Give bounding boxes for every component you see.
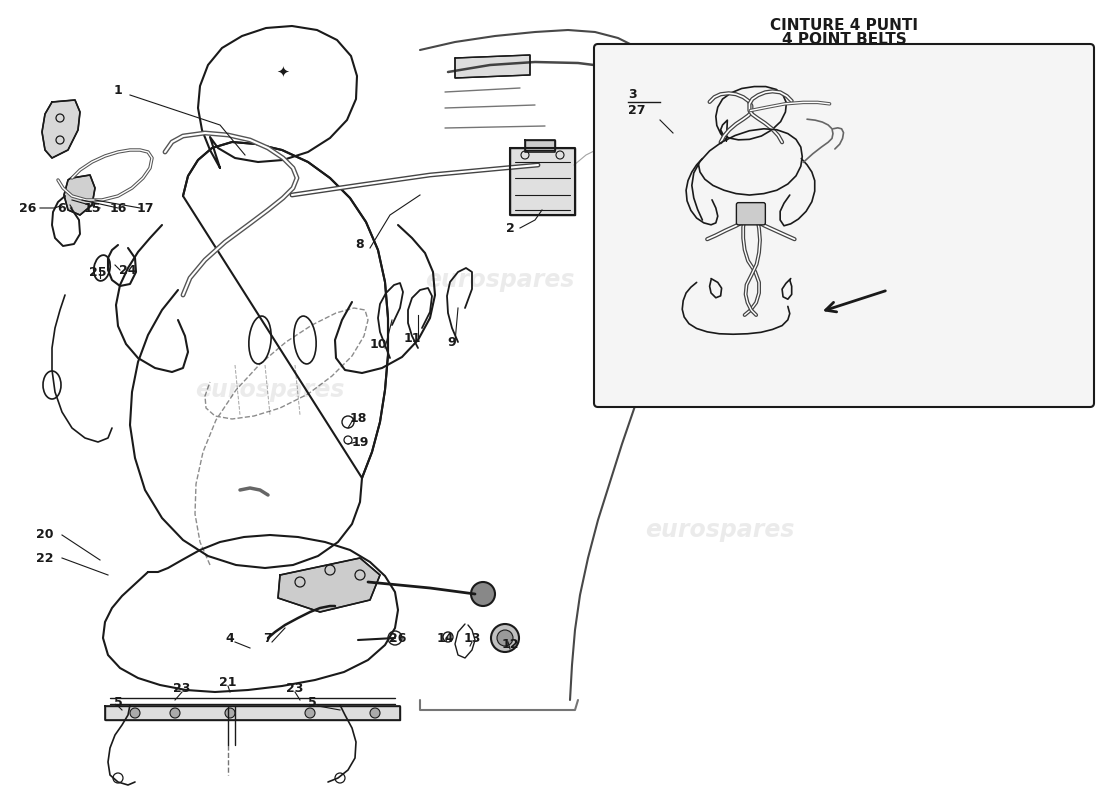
- Text: 3: 3: [628, 88, 637, 101]
- Text: 1: 1: [113, 83, 122, 97]
- Polygon shape: [42, 100, 80, 158]
- Text: 13: 13: [463, 631, 481, 645]
- Text: eurospares: eurospares: [196, 378, 344, 402]
- Text: CINTURE 4 PUNTI: CINTURE 4 PUNTI: [770, 18, 918, 34]
- Text: 11: 11: [404, 331, 420, 345]
- Text: 18: 18: [350, 411, 366, 425]
- Polygon shape: [833, 284, 886, 320]
- Text: 21: 21: [219, 675, 236, 689]
- Text: 23: 23: [286, 682, 304, 694]
- Circle shape: [370, 708, 379, 718]
- Circle shape: [170, 708, 180, 718]
- Text: eurospares: eurospares: [646, 518, 794, 542]
- Polygon shape: [525, 140, 556, 150]
- Text: eurospares: eurospares: [426, 268, 574, 292]
- Text: 5: 5: [113, 695, 122, 709]
- Polygon shape: [64, 175, 95, 215]
- Circle shape: [497, 630, 513, 646]
- Text: 20: 20: [36, 529, 54, 542]
- FancyBboxPatch shape: [594, 44, 1094, 407]
- Text: 27: 27: [628, 104, 646, 117]
- Text: 16: 16: [109, 202, 126, 214]
- Text: 19: 19: [351, 435, 369, 449]
- Text: 4: 4: [226, 631, 234, 645]
- Text: 23: 23: [174, 682, 190, 694]
- Text: 14: 14: [437, 631, 453, 645]
- Text: 5: 5: [308, 695, 317, 709]
- Text: 22: 22: [36, 551, 54, 565]
- Text: 26: 26: [20, 202, 36, 214]
- Text: 17: 17: [136, 202, 154, 214]
- Text: 15: 15: [84, 202, 101, 214]
- Text: 10: 10: [370, 338, 387, 351]
- Circle shape: [226, 708, 235, 718]
- Polygon shape: [278, 558, 380, 612]
- Text: 26: 26: [389, 631, 407, 645]
- Polygon shape: [104, 706, 400, 720]
- Text: 24: 24: [119, 263, 136, 277]
- Text: 12: 12: [502, 638, 519, 651]
- Polygon shape: [510, 148, 575, 215]
- Text: 2: 2: [506, 222, 515, 234]
- Circle shape: [130, 708, 140, 718]
- Text: 8: 8: [355, 238, 364, 251]
- Text: 7: 7: [264, 631, 273, 645]
- Text: 25: 25: [89, 266, 107, 278]
- Text: ✦: ✦: [276, 65, 289, 79]
- Text: 6: 6: [57, 202, 66, 214]
- Text: 9: 9: [448, 335, 456, 349]
- Circle shape: [491, 624, 519, 652]
- Circle shape: [471, 582, 495, 606]
- FancyBboxPatch shape: [736, 202, 766, 225]
- Circle shape: [305, 708, 315, 718]
- Text: 4 POINT BELTS: 4 POINT BELTS: [782, 33, 906, 47]
- Polygon shape: [455, 55, 530, 78]
